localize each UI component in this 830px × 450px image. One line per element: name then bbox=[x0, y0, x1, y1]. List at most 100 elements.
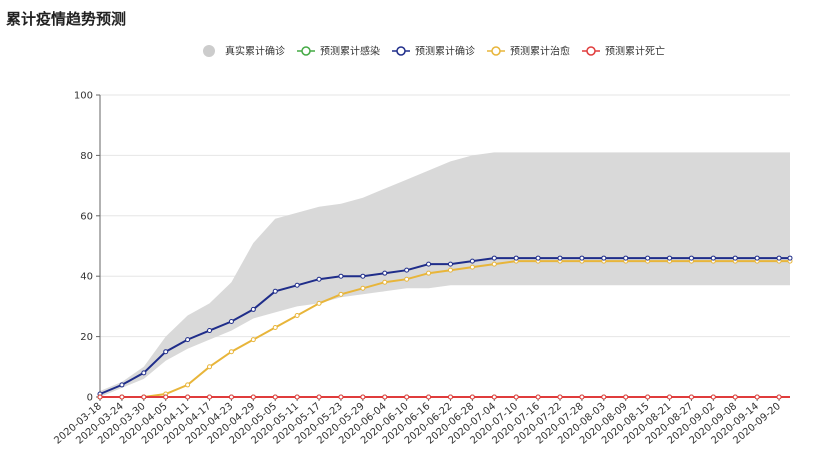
series-confirmed-point bbox=[776, 255, 782, 261]
page-title: 累计疫情趋势预测 bbox=[6, 10, 127, 28]
series-cured-point bbox=[316, 300, 322, 306]
series-cured-point bbox=[185, 382, 191, 388]
y-tick-label: 0 bbox=[87, 393, 93, 404]
series-dead-point bbox=[250, 394, 256, 400]
y-tick-label: 80 bbox=[80, 151, 93, 162]
legend-marker-icon bbox=[586, 46, 596, 56]
series-dead-point bbox=[97, 394, 103, 400]
series-cured-point bbox=[382, 279, 388, 285]
series-dead-point bbox=[294, 394, 300, 400]
legend-marker-icon bbox=[301, 46, 311, 56]
series-dead-point bbox=[360, 394, 366, 400]
series-dead-point bbox=[623, 394, 629, 400]
series-confirmed-point bbox=[667, 255, 673, 261]
series-confirmed-point bbox=[207, 328, 213, 334]
series-confirmed-point bbox=[404, 267, 410, 273]
legend-marker-icon bbox=[203, 45, 215, 57]
series-confirmed-point bbox=[513, 255, 519, 261]
series-cured-point bbox=[360, 285, 366, 291]
series-dead-point bbox=[667, 394, 673, 400]
series-confirmed-point bbox=[294, 282, 300, 288]
series-confirmed-point bbox=[272, 288, 278, 294]
legend-real-confirmed[interactable]: 真实累计确诊 bbox=[203, 45, 285, 58]
legend-pred-infected[interactable]: 预测累计感染 bbox=[297, 45, 380, 58]
series-confirmed-point bbox=[185, 337, 191, 343]
series-confirmed-point bbox=[426, 261, 432, 267]
legend-label: 真实累计确诊 bbox=[225, 45, 285, 58]
series-dead-point bbox=[163, 394, 169, 400]
series-confirmed-point bbox=[141, 370, 147, 376]
series-dead-point bbox=[119, 394, 125, 400]
series-dead-point bbox=[579, 394, 585, 400]
legend-pred-cured[interactable]: 预测累计治愈 bbox=[487, 45, 570, 58]
series-confirmed-point bbox=[710, 255, 716, 261]
series-confirmed-point bbox=[469, 258, 475, 264]
series-dead-point bbox=[404, 394, 410, 400]
series-dead-point bbox=[513, 394, 519, 400]
series-confirmed-point bbox=[732, 255, 738, 261]
series-dead-point bbox=[207, 394, 213, 400]
series-cured-point bbox=[469, 264, 475, 270]
series-confirmed-point bbox=[360, 273, 366, 279]
series-confirmed-point bbox=[447, 261, 453, 267]
series-confirmed-point bbox=[250, 306, 256, 312]
series-confirmed-point bbox=[491, 255, 497, 261]
series-dead-point bbox=[469, 394, 475, 400]
series-dead-point bbox=[557, 394, 563, 400]
series-cured-point bbox=[250, 337, 256, 343]
series-confirmed-point bbox=[119, 382, 125, 388]
legend-label: 预测累计死亡 bbox=[605, 45, 665, 58]
y-tick-label: 20 bbox=[80, 332, 93, 343]
series-cured-point bbox=[404, 276, 410, 282]
series-dead-point bbox=[338, 394, 344, 400]
legend-pred-dead[interactable]: 预测累计死亡 bbox=[582, 45, 665, 58]
series-dead-point bbox=[688, 394, 694, 400]
confidence-band bbox=[100, 152, 790, 397]
series-cured-point bbox=[426, 270, 432, 276]
series-dead-point bbox=[185, 394, 191, 400]
series-confirmed-point bbox=[645, 255, 651, 261]
series-confirmed-point bbox=[754, 255, 760, 261]
series-confirmed-point bbox=[557, 255, 563, 261]
series-dead-point bbox=[426, 394, 432, 400]
series-confirmed-point bbox=[338, 273, 344, 279]
series-dead-point bbox=[141, 394, 147, 400]
series-confirmed-point bbox=[316, 276, 322, 282]
series-dead-point bbox=[601, 394, 607, 400]
legend-label: 预测累计确诊 bbox=[415, 45, 475, 58]
series-confirmed-point bbox=[787, 255, 793, 261]
legend-marker-icon bbox=[396, 46, 406, 56]
series-confirmed-point bbox=[228, 319, 234, 324]
series-cured-point bbox=[272, 325, 278, 331]
series-cured-point bbox=[294, 312, 300, 318]
series-dead-point bbox=[382, 394, 388, 400]
series-dead-point bbox=[535, 394, 541, 400]
series-dead-point bbox=[447, 394, 453, 400]
series-dead-point bbox=[754, 394, 760, 400]
series-dead-point bbox=[272, 394, 278, 400]
legend-marker-icon bbox=[491, 46, 501, 56]
series-dead-point bbox=[645, 394, 651, 400]
series-dead-point bbox=[710, 394, 716, 400]
series-confirmed-point bbox=[601, 255, 607, 261]
y-tick-label: 40 bbox=[80, 272, 93, 283]
series-cured-point bbox=[207, 364, 213, 370]
series-cured-point bbox=[491, 261, 497, 267]
series-confirmed-point bbox=[382, 270, 388, 276]
series-confirmed-point bbox=[535, 255, 541, 261]
series-dead-point bbox=[228, 394, 234, 400]
series-dead-point bbox=[491, 394, 497, 400]
series-confirmed-point bbox=[623, 255, 629, 261]
series-cured-point bbox=[338, 291, 344, 297]
legend-pred-confirmed[interactable]: 预测累计确诊 bbox=[392, 45, 475, 58]
legend-label: 预测累计治愈 bbox=[510, 45, 570, 58]
legend-label: 预测累计感染 bbox=[320, 45, 380, 58]
series-cured-point bbox=[447, 267, 453, 273]
series-confirmed-point bbox=[579, 255, 585, 261]
series-confirmed-point bbox=[688, 255, 694, 261]
series-cured-point bbox=[228, 349, 234, 355]
y-tick-label: 60 bbox=[80, 211, 93, 222]
y-tick-label: 100 bbox=[74, 91, 93, 102]
series-dead-point bbox=[316, 394, 322, 400]
